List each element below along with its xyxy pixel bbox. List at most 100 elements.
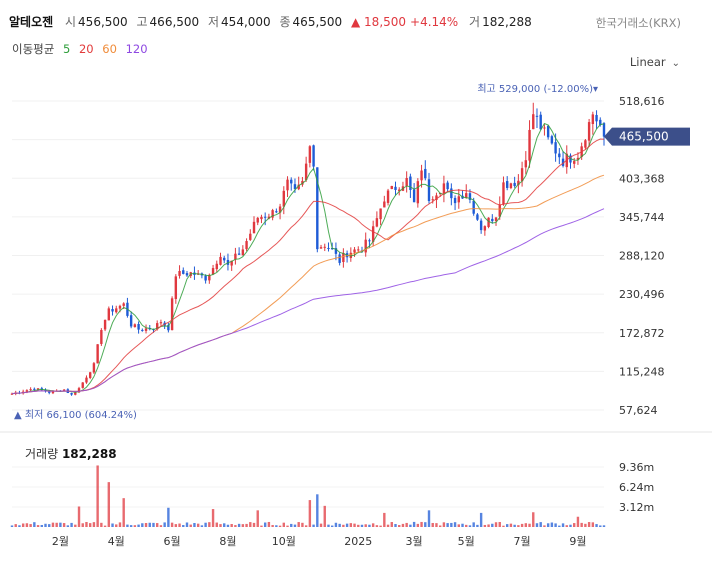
y-tick-label: 230,496 — [619, 288, 665, 301]
volume-bar — [457, 524, 460, 527]
x-tick-label: 8월 — [219, 535, 236, 548]
volume-bar — [59, 522, 62, 527]
volume-bar — [386, 524, 390, 527]
candle-body — [584, 140, 587, 148]
candle-body — [74, 392, 77, 395]
volume-bar — [442, 522, 446, 527]
volume-bar — [483, 524, 487, 527]
volume-bar — [182, 525, 185, 527]
candle-body — [278, 206, 282, 213]
volume-bar — [573, 523, 576, 527]
volume-bar — [528, 523, 531, 527]
candle-body — [156, 323, 159, 330]
candle-body — [528, 129, 531, 161]
volume-bar — [249, 522, 252, 527]
candle-body — [10, 393, 14, 395]
volume-bar — [338, 523, 341, 527]
candle-body — [505, 181, 509, 188]
volume-bar — [472, 522, 475, 527]
candle-body — [256, 217, 259, 223]
candle-body — [502, 182, 505, 205]
volume-bar — [100, 522, 103, 527]
volume-bar — [92, 522, 96, 527]
volume-bar — [379, 525, 382, 527]
volume-bar — [327, 524, 330, 527]
candle-body — [129, 315, 133, 327]
candle-body — [133, 324, 137, 328]
volume-bar — [29, 524, 32, 527]
candle-body — [51, 390, 55, 394]
volume-bar — [498, 522, 501, 527]
change-value: ▲ 18,500 — [351, 15, 407, 29]
candle-body — [96, 344, 99, 364]
volume-bar — [103, 525, 107, 527]
candle-body — [88, 372, 92, 378]
volume-bar — [520, 523, 524, 527]
volume-bar — [111, 523, 114, 527]
volume-bar — [48, 524, 51, 527]
volume-bar — [44, 523, 47, 527]
volume-bar — [453, 522, 457, 527]
volume-bar — [558, 525, 561, 527]
volume-bar — [349, 523, 353, 527]
volume-bar — [10, 525, 14, 527]
volume-bar — [85, 521, 88, 527]
volume-bar — [602, 525, 606, 527]
candle-body — [405, 178, 408, 187]
volume-bar — [371, 523, 375, 527]
volume-bar — [170, 522, 174, 527]
candle-body — [476, 214, 479, 220]
change-percent: +4.14% — [410, 15, 459, 29]
volume-bar — [304, 525, 308, 527]
volume-bar — [282, 522, 285, 527]
candle-body — [383, 201, 386, 208]
volume-bar — [468, 525, 472, 527]
candle-body — [263, 216, 267, 218]
candle-body — [424, 168, 427, 179]
candle-body — [338, 254, 341, 263]
volume-bar — [267, 521, 271, 527]
stock-name[interactable]: 알테오젠 — [9, 15, 54, 29]
ma-legend-label: 이동평균 — [12, 42, 55, 56]
candle-body — [208, 274, 211, 281]
volume-bar — [40, 525, 43, 527]
moving-average-legend[interactable]: 이동평균 5 20 60 120 — [12, 41, 153, 57]
scale-dropdown[interactable]: Linear ⌄ — [630, 55, 680, 69]
volume-bar — [312, 524, 315, 527]
candle-body — [323, 246, 326, 248]
volume-bar — [70, 522, 73, 527]
candle-body — [211, 268, 215, 275]
volume-bar — [599, 525, 602, 527]
volume-bar — [539, 522, 542, 527]
volume-bar — [420, 521, 423, 527]
candle-body — [48, 391, 51, 393]
volume-bar — [364, 524, 367, 527]
volume-bar — [271, 525, 274, 527]
candle-body — [319, 247, 323, 249]
volume-bar — [286, 525, 289, 527]
ma-60-label: 60 — [102, 42, 117, 56]
candle-body — [92, 363, 96, 373]
volume-bar — [535, 523, 539, 527]
candle-body — [561, 158, 565, 166]
candle-body — [290, 179, 293, 184]
volume-bar — [550, 522, 554, 527]
volume-bar — [237, 523, 241, 527]
volume-bar — [450, 522, 453, 527]
candle-body — [271, 210, 274, 218]
volume-bar — [189, 524, 192, 527]
candle-body — [159, 322, 163, 324]
volume-bar — [353, 523, 356, 527]
candle-body — [107, 308, 111, 321]
candle-body — [260, 216, 263, 220]
volume-bar — [561, 523, 565, 527]
volume-bar — [174, 524, 178, 527]
candle-body — [409, 176, 412, 190]
candle-body — [111, 309, 114, 312]
candle-body — [234, 253, 237, 260]
candle-body — [334, 248, 338, 254]
volume-bar — [107, 482, 111, 527]
candle-body — [576, 157, 580, 160]
candle-body — [25, 390, 29, 392]
